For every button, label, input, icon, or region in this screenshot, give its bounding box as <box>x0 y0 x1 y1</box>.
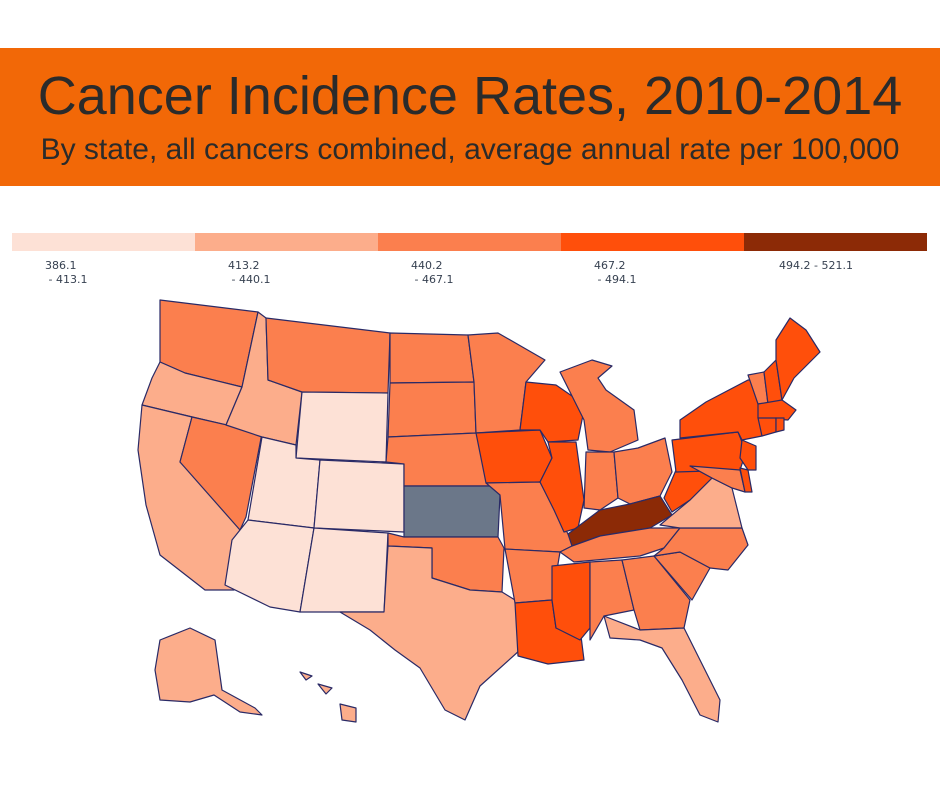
state-MT[interactable] <box>265 317 391 394</box>
state-KS[interactable] <box>403 485 501 538</box>
legend-label-3: 440.2 - 467.1 <box>411 259 454 286</box>
state-NY[interactable] <box>679 379 763 441</box>
state-MD[interactable] <box>689 465 746 493</box>
legend-swatch-4 <box>561 233 744 251</box>
legend-swatch-1 <box>12 233 195 251</box>
legend-label-2: 413.2 - 440.1 <box>228 259 271 286</box>
state-MI[interactable] <box>559 359 639 453</box>
state-NM[interactable] <box>299 527 389 613</box>
legend-label-5: 494.2 - 521.1 <box>779 259 853 272</box>
legend: 386.1 - 413.1 413.2 - 440.1 440.2 - 467.… <box>12 233 928 286</box>
state-IL[interactable] <box>539 441 585 533</box>
state-MA[interactable] <box>757 399 797 421</box>
state-TX[interactable] <box>339 545 521 721</box>
state-SD[interactable] <box>387 381 477 438</box>
state-DE[interactable] <box>739 467 753 493</box>
state-IA[interactable] <box>475 429 553 484</box>
state-AK[interactable] <box>154 627 263 716</box>
legend-label-1: 386.1 - 413.1 <box>45 259 88 286</box>
state-RI[interactable] <box>775 417 785 433</box>
legend-swatch-2 <box>195 233 378 251</box>
state-MS[interactable] <box>551 561 591 641</box>
legend-swatch-5 <box>744 233 927 251</box>
state-OH[interactable] <box>613 437 673 505</box>
state-WI[interactable] <box>519 381 586 443</box>
map-title: Cancer Incidence Rates, 2010-2014 <box>37 66 903 126</box>
state-ND[interactable] <box>389 332 475 384</box>
state-WY[interactable] <box>295 391 389 463</box>
title-banner: Cancer Incidence Rates, 2010-2014 By sta… <box>0 48 940 186</box>
legend-label-4: 467.2 - 494.1 <box>594 259 637 286</box>
map-subtitle: By state, all cancers combined, average … <box>40 133 900 166</box>
state-FL[interactable] <box>603 615 721 723</box>
state-HI[interactable] <box>299 671 357 723</box>
state-CO[interactable] <box>313 459 405 533</box>
state-AZ[interactable] <box>224 519 315 613</box>
state-IN[interactable] <box>583 451 619 511</box>
state-NJ[interactable] <box>739 439 757 471</box>
legend-swatch-3 <box>378 233 561 251</box>
state-AL[interactable] <box>589 559 635 641</box>
state-ME[interactable] <box>775 317 821 401</box>
